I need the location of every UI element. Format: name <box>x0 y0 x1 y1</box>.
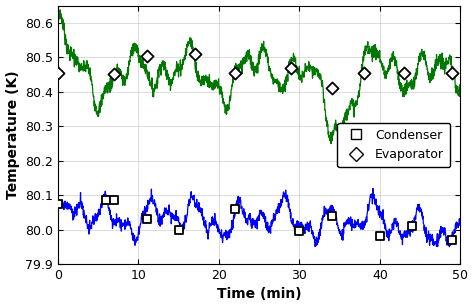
Point <box>102 198 110 203</box>
Point <box>376 234 384 239</box>
Legend: Condenser, Evaporator: Condenser, Evaporator <box>337 122 450 167</box>
Point <box>110 72 118 77</box>
Point <box>401 70 408 75</box>
X-axis label: Time (min): Time (min) <box>217 287 301 301</box>
Point <box>448 237 456 242</box>
Point <box>328 213 336 218</box>
Point <box>231 206 239 211</box>
Point <box>231 70 239 75</box>
Point <box>143 217 150 222</box>
Point <box>360 70 368 75</box>
Point <box>288 65 295 70</box>
Point <box>54 201 62 206</box>
Point <box>110 198 118 203</box>
Point <box>296 229 303 234</box>
Point <box>448 70 456 75</box>
Point <box>143 53 150 58</box>
Point <box>54 70 62 75</box>
Y-axis label: Temperature (K): Temperature (K) <box>6 71 19 199</box>
Point <box>409 224 416 229</box>
Point <box>191 51 199 56</box>
Point <box>328 86 336 91</box>
Point <box>175 227 182 232</box>
